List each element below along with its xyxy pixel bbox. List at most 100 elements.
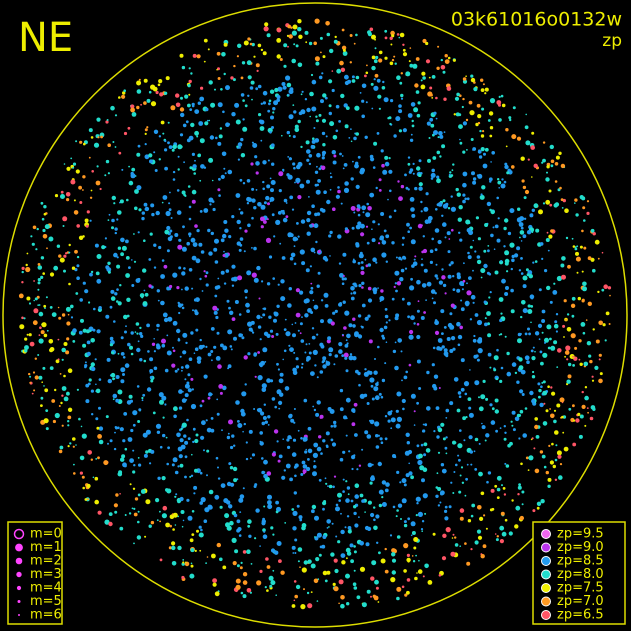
- star: [432, 346, 436, 350]
- star: [436, 472, 439, 475]
- star: [539, 350, 543, 354]
- star: [498, 334, 501, 336]
- star: [549, 337, 552, 341]
- star: [177, 465, 180, 468]
- star: [346, 486, 351, 490]
- star: [459, 141, 463, 145]
- star: [525, 268, 529, 272]
- star: [188, 235, 191, 238]
- star: [265, 557, 269, 561]
- star: [293, 166, 296, 170]
- star: [291, 508, 295, 511]
- star: [439, 501, 442, 504]
- star: [293, 43, 296, 46]
- star: [396, 535, 401, 539]
- star: [406, 553, 410, 558]
- star: [114, 426, 118, 429]
- star: [94, 358, 97, 361]
- star: [410, 521, 416, 527]
- star: [495, 429, 498, 433]
- star: [380, 212, 385, 216]
- star: [270, 548, 276, 553]
- star: [538, 338, 541, 341]
- star: [323, 292, 329, 298]
- star: [387, 411, 393, 416]
- star: [194, 109, 200, 114]
- star: [96, 426, 100, 430]
- star: [143, 359, 147, 363]
- star: [387, 419, 391, 423]
- star: [466, 197, 470, 201]
- star: [261, 387, 267, 393]
- star: [373, 370, 378, 375]
- star: [571, 314, 575, 318]
- star: [288, 344, 291, 347]
- star: [407, 162, 411, 166]
- star: [339, 302, 342, 305]
- star: [531, 208, 535, 212]
- star: [494, 270, 499, 275]
- star: [42, 272, 45, 275]
- star: [240, 153, 246, 158]
- star: [404, 593, 408, 597]
- star: [420, 224, 423, 227]
- star: [325, 482, 328, 485]
- star: [581, 229, 584, 233]
- star: [132, 487, 136, 490]
- star: [178, 406, 183, 410]
- star: [465, 416, 468, 419]
- star: [277, 283, 280, 286]
- star: [499, 318, 503, 323]
- star: [312, 137, 315, 140]
- star: [344, 124, 349, 129]
- star: [324, 579, 328, 583]
- star: [472, 338, 477, 343]
- star: [491, 407, 495, 411]
- star: [132, 449, 135, 452]
- star: [532, 509, 536, 513]
- star: [226, 525, 232, 531]
- star: [382, 336, 386, 340]
- star: [283, 469, 286, 472]
- star: [425, 59, 431, 64]
- star: [495, 377, 499, 381]
- star: [377, 434, 380, 437]
- star: [414, 83, 419, 88]
- star: [119, 284, 122, 287]
- star: [375, 261, 378, 264]
- star: [421, 520, 425, 523]
- star: [312, 405, 315, 408]
- star: [181, 575, 185, 580]
- star: [333, 475, 337, 478]
- star: [505, 464, 510, 468]
- star: [326, 32, 331, 37]
- star: [156, 519, 159, 522]
- star: [474, 468, 478, 471]
- zp-legend-label: zp=9.5: [557, 527, 604, 542]
- star: [373, 506, 376, 509]
- star: [162, 132, 165, 135]
- star: [472, 269, 474, 272]
- star: [263, 530, 266, 533]
- star: [287, 156, 290, 158]
- star: [466, 282, 468, 285]
- star: [194, 347, 199, 352]
- star: [304, 351, 307, 354]
- star: [172, 178, 176, 181]
- star: [403, 543, 409, 549]
- star: [487, 333, 492, 338]
- star: [326, 199, 331, 205]
- star: [592, 328, 595, 331]
- star: [376, 541, 379, 544]
- star: [382, 169, 388, 175]
- star: [384, 437, 388, 441]
- star: [312, 452, 318, 458]
- star: [218, 177, 221, 181]
- star: [306, 591, 310, 595]
- star: [341, 560, 346, 565]
- star: [133, 233, 135, 235]
- star: [172, 170, 176, 174]
- star: [448, 238, 451, 240]
- star: [87, 498, 90, 501]
- star: [180, 427, 183, 431]
